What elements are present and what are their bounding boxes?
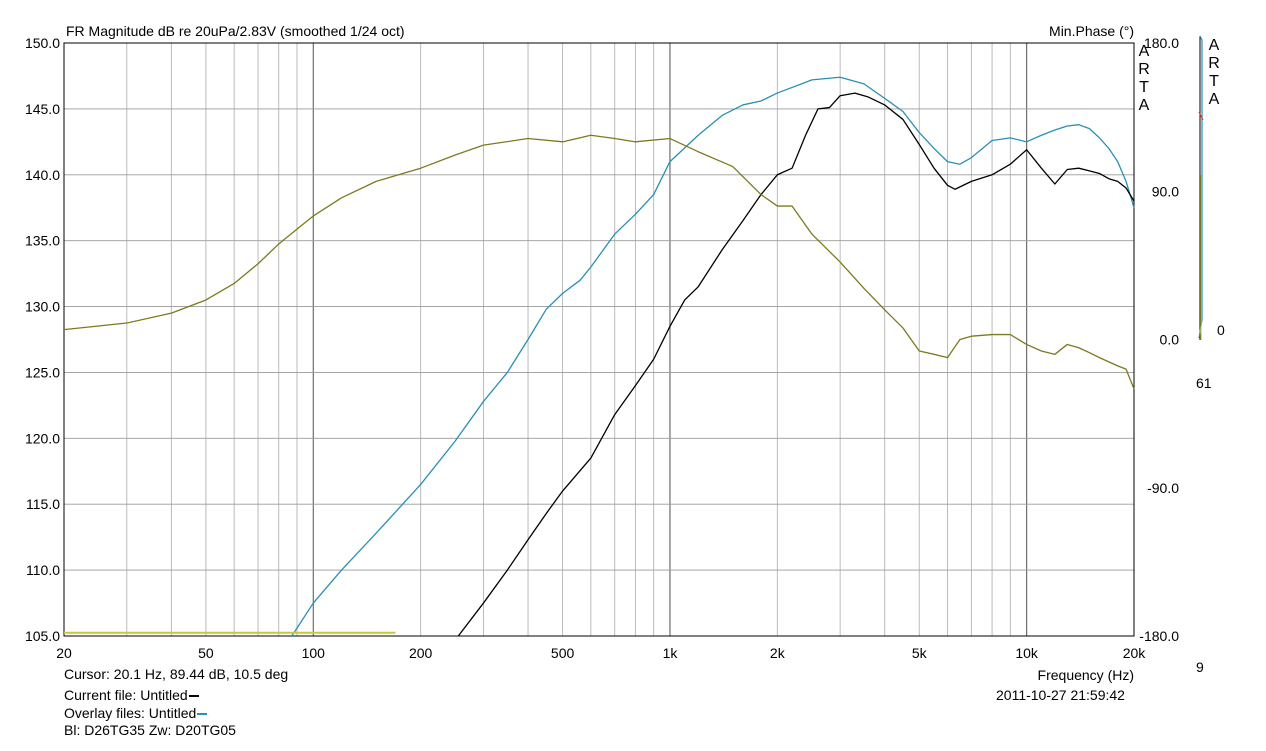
driver-info: Bl: D26TG35 Zw: D20TG05 [64,722,236,739]
y-tick-label: 125.0 [25,364,60,380]
y-tick-label: 110.0 [26,562,60,578]
side-panel-fragment [1198,35,1204,340]
timestamp: 2011-10-27 21:59:42 [996,687,1125,703]
overlay-files-info: Overlay files: Untitled [64,705,208,722]
x-axis-label: Frequency (Hz) [1038,667,1134,683]
y-tick-label: 120.0 [25,430,60,446]
watermark-letter: R [1208,55,1220,72]
current-file-info: Current file: Untitled [64,687,199,704]
y-tick-label: 105.0 [25,628,60,644]
y-tick-label: 130.0 [25,299,60,315]
y2-tick-label: 180.0 [1144,35,1179,51]
x-tick-label: 2k [770,645,786,661]
right-axis-title: Min.Phase (°) [1049,23,1134,39]
watermark-letter: T [1209,73,1219,90]
x-tick-label: 1k [663,645,679,661]
y2-tick-label: -90.0 [1147,480,1179,496]
side-fragment-61: 61 [1196,375,1212,391]
watermark-letter: R [1138,61,1150,78]
grid-lines [64,43,1134,636]
x-tick-label: 500 [551,645,575,661]
tick-labels: 20 50 100 200 500 1k 2k 5k 10k 20k 105.0 110.0 115.0… [25,35,1179,661]
x-tick-label: 10k [1015,645,1039,661]
y2-tick-label: -180.0 [1139,628,1179,644]
series-line-2 [457,92,1135,637]
y-tick-label: 135.0 [25,233,60,249]
overlay-files-text: Overlay files: Untitled [64,705,197,721]
x-tick-label: 20k [1123,645,1147,661]
x-tick-label: 20 [56,645,72,661]
watermark-letter: A [1139,97,1150,114]
current-file-text: Current file: Untitled [64,687,188,703]
chart-title: FR Magnitude dB re 20uPa/2.83V (smoothed… [66,23,405,39]
cursor-text: Cursor: 20.1 Hz, 89.44 dB, 10.5 deg [64,666,289,682]
y2-tick-label: 0.0 [1160,332,1180,348]
series-line-1 [291,76,1135,637]
y-tick-label: 145.0 [25,101,60,117]
driver-info-text: Bl: D26TG35 Zw: D20TG05 [64,722,236,738]
watermark-letter: A [1209,37,1220,54]
side-trace-red [1198,111,1204,121]
y-tick-label: 115.0 [26,496,60,512]
current-file-swatch [188,695,199,698]
watermark-letter: A [1139,43,1150,60]
y-tick-label: 150.0 [25,35,60,51]
side-fragment-9: 9 [1196,659,1204,675]
watermark-letter: T [1139,79,1149,96]
y-tick-label: 140.0 [25,167,60,183]
x-tick-label: 200 [409,645,433,661]
x-tick-label: 5k [912,645,928,661]
watermark-letter: A [1209,91,1220,108]
x-tick-label: 50 [198,645,214,661]
y2-tick-label: 90.0 [1152,183,1179,199]
cursor-readout: Cursor: 20.1 Hz, 89.44 dB, 10.5 deg [64,666,288,683]
series-group [63,76,1135,637]
series-line-3 [63,134,1135,390]
side-zero-label: 0 [1217,322,1225,338]
plot-frame [63,42,1135,637]
overlay-file-swatch [197,713,208,716]
x-tick-label: 100 [302,645,326,661]
